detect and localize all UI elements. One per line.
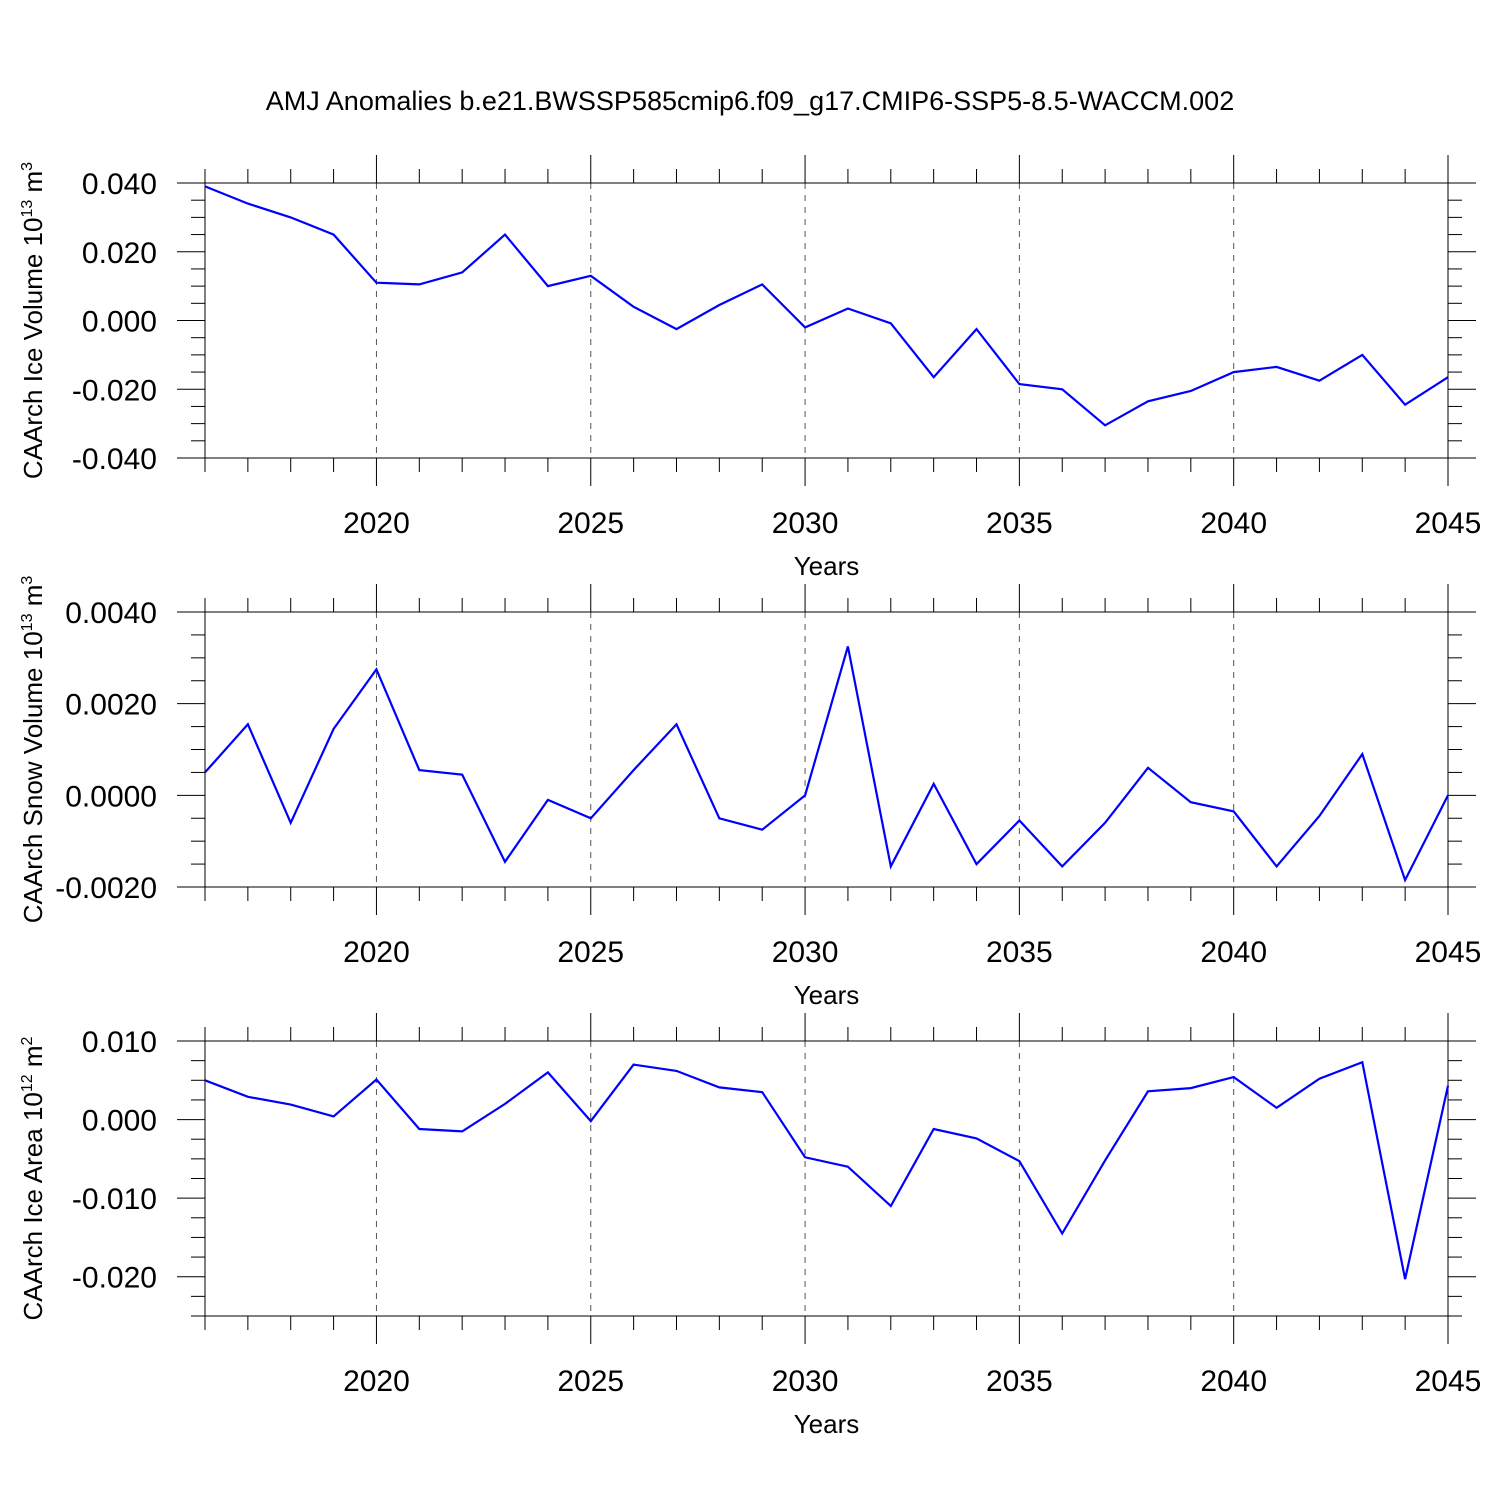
- x-tick-label: 2025: [557, 507, 624, 540]
- x-axis-title: Years: [794, 551, 860, 581]
- y-tick-label: 0.0000: [65, 780, 157, 813]
- x-axis-title: Years: [794, 980, 860, 1010]
- y-axis-title: CAArch Ice Volume 1013 m3: [18, 162, 48, 479]
- x-tick-label: 2030: [772, 1365, 839, 1398]
- y-axis-title-unit: m: [18, 585, 48, 614]
- plot-frame: [204, 1040, 1449, 1317]
- y-axis-title-exponent: 13: [19, 200, 36, 218]
- y-axis-title-exponent: 12: [19, 1074, 36, 1092]
- series-line: [204, 1060, 1450, 1280]
- y-axis-title-text: CAArch Snow Volume 10: [18, 631, 48, 923]
- y-axis-title: CAArch Snow Volume 1013 m3: [18, 576, 48, 924]
- y-axis-title-exponent: 13: [19, 613, 36, 631]
- y-axis-title-unit-exponent: 2: [19, 1036, 36, 1045]
- y-axis-title-unit: m: [18, 1045, 48, 1074]
- plot-frame: [204, 182, 1449, 459]
- x-tick-label: 2035: [986, 1365, 1053, 1398]
- x-tick-label: 2040: [1200, 507, 1267, 540]
- y-tick-label: 0.000: [82, 306, 157, 339]
- panels: 2020 2025 2030 2035 2040 2045 -0.040 -0.020 0.00…: [18, 155, 1481, 1439]
- panel-1: 2020 2025 2030 2035 2040 2045 -0.040 -0.020 0.00…: [18, 155, 1481, 581]
- y-tick-label: 0.0040: [65, 597, 157, 630]
- y-tick-label: 0.020: [82, 237, 157, 270]
- x-tick-label: 2020: [343, 507, 410, 540]
- x-tick-label: 2045: [1415, 1365, 1482, 1398]
- y-axis-title-unit: m: [18, 171, 48, 200]
- x-tick-label: 2030: [772, 936, 839, 969]
- x-tick-label: 2040: [1200, 936, 1267, 969]
- x-tick-label: 2035: [986, 936, 1053, 969]
- y-axis-title-text: CAArch Ice Volume 10: [18, 218, 48, 480]
- x-axis-title: Years: [794, 1409, 860, 1439]
- series-line: [204, 185, 1449, 427]
- y-tick-label: -0.020: [72, 1262, 157, 1295]
- y-tick-label: 0.0020: [65, 689, 157, 722]
- y-axis-title: CAArch Ice Area 1012 m2: [18, 1036, 48, 1320]
- x-tick-label: 2045: [1415, 507, 1482, 540]
- y-tick-label: 0.010: [82, 1026, 157, 1059]
- panel-3: 2020 2025 2030 2035 2040 2045 -0.020 -0.010 0.00…: [18, 1013, 1481, 1439]
- x-tick-label: 2025: [557, 936, 624, 969]
- x-tick-label: 2025: [557, 1365, 624, 1398]
- x-tick-label: 2040: [1200, 1365, 1267, 1398]
- y-tick-label: -0.010: [72, 1183, 157, 1216]
- x-tick-label: 2020: [343, 1365, 410, 1398]
- y-tick-label: 0.000: [82, 1105, 157, 1138]
- y-tick-label: -0.020: [72, 374, 157, 407]
- y-axis-title-unit-exponent: 3: [19, 162, 36, 171]
- y-axis-title-unit-exponent: 3: [19, 576, 36, 585]
- x-tick-label: 2020: [343, 936, 410, 969]
- x-tick-label: 2030: [772, 507, 839, 540]
- x-tick-label: 2045: [1415, 936, 1482, 969]
- panel-2: 2020 2025 2030 2035 2040 2045 -0.0020 0.0000 0.0…: [18, 576, 1481, 1010]
- y-axis-title-text: CAArch Ice Area 10: [18, 1092, 48, 1320]
- series-line: [204, 646, 1449, 883]
- chart-title: AMJ Anomalies b.e21.BWSSP585cmip6.f09_g1…: [266, 86, 1234, 116]
- x-tick-label: 2035: [986, 507, 1053, 540]
- y-tick-label: -0.0020: [55, 872, 157, 905]
- y-tick-label: -0.040: [72, 443, 157, 476]
- y-tick-label: 0.040: [82, 168, 157, 201]
